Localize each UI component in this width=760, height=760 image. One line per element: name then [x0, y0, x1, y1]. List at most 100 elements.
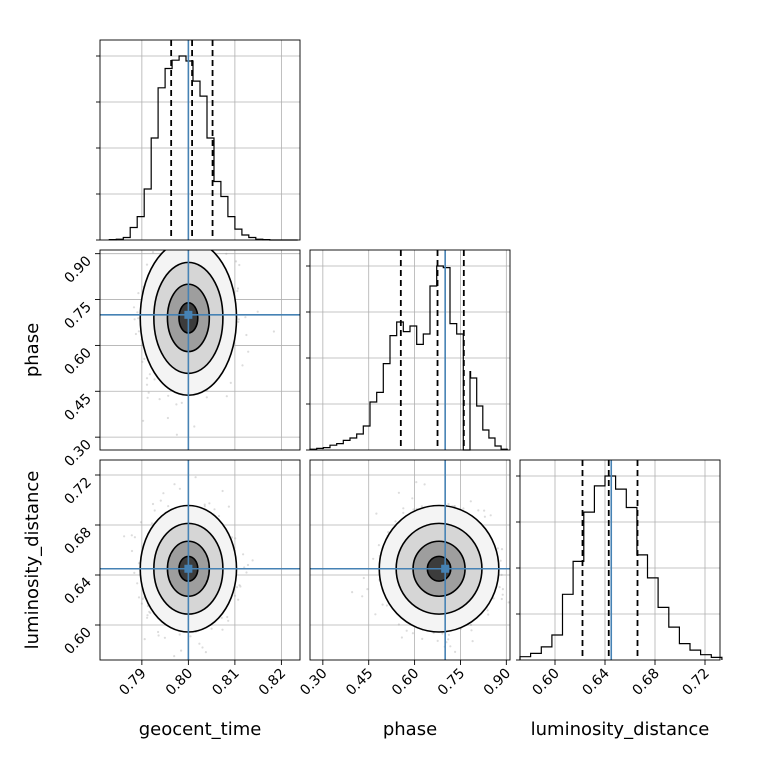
scatter-point	[221, 628, 224, 631]
scatter-point	[447, 502, 450, 506]
scatter-point	[423, 483, 426, 486]
scatter-point	[146, 614, 149, 617]
scatter-point	[251, 559, 254, 562]
scatter-point	[196, 237, 198, 239]
scatter-point	[489, 514, 492, 517]
scatter-point	[441, 632, 444, 635]
scatter-point	[220, 616, 223, 620]
scatter-point	[148, 373, 151, 376]
panel-frame-0-0	[99, 39, 301, 241]
scatter-point	[405, 629, 408, 632]
scatter-point	[362, 576, 365, 580]
x-tick-label-luminosity_distance: 0.60	[529, 666, 562, 699]
panel-frame-2-2	[519, 459, 721, 661]
y-tick-label-phase: 0.30	[61, 437, 94, 470]
scatter-point	[157, 630, 160, 634]
scatter-point	[227, 619, 230, 622]
scatter-point	[462, 507, 465, 510]
x-tick-label-luminosity_distance: 0.72	[679, 666, 712, 699]
scatter-point	[507, 601, 510, 604]
scatter-point	[123, 535, 126, 538]
scatter-point	[183, 243, 185, 245]
scatter-point	[239, 585, 242, 588]
scatter-point	[136, 582, 139, 585]
y-tick-label-luminosity_distance: 0.60	[61, 625, 94, 658]
x-axis-label-luminosity-distance: luminosity_distance	[531, 719, 710, 740]
scatter-point	[193, 425, 196, 428]
scatter-point	[514, 531, 516, 533]
scatter-point	[225, 233, 227, 235]
scatter-point	[247, 350, 250, 353]
scatter-point	[402, 507, 405, 510]
truth-marker	[441, 564, 450, 573]
scatter-point	[178, 243, 180, 245]
panel-frame-2-0	[99, 459, 301, 661]
scatter-point	[237, 598, 240, 601]
scatter-point	[496, 547, 499, 550]
scatter-point	[175, 433, 178, 436]
scatter-point	[237, 318, 240, 321]
scatter-point	[411, 632, 414, 635]
scatter-point	[397, 491, 400, 494]
scatter-point	[189, 244, 191, 246]
scatter-point	[377, 544, 380, 547]
scatter-point	[397, 623, 400, 626]
scatter-point	[140, 602, 143, 605]
scatter-point	[486, 609, 489, 612]
scatter-point	[500, 597, 503, 601]
scatter-point	[203, 505, 206, 508]
scatter-point	[151, 502, 155, 506]
scatter-point	[172, 230, 174, 232]
scatter-point	[145, 377, 149, 380]
scatter-point	[501, 588, 504, 591]
scatter-point	[137, 317, 140, 320]
scatter-point	[130, 534, 133, 537]
x-tick-label-luminosity_distance: 0.68	[629, 666, 662, 699]
scatter-point	[141, 360, 144, 363]
scatter-point	[233, 594, 237, 597]
scatter-point	[182, 174, 184, 176]
scatter-point	[374, 613, 377, 616]
scatter-point	[150, 522, 154, 525]
scatter-point	[166, 241, 168, 243]
scatter-point	[162, 492, 165, 495]
scatter-point	[436, 639, 439, 643]
scatter-point	[394, 520, 397, 523]
scatter-point	[157, 634, 160, 637]
scatter-point	[178, 487, 181, 490]
scatter-point	[234, 260, 238, 263]
scatter-point	[471, 640, 474, 643]
scatter-point	[204, 651, 207, 654]
scatter-point	[198, 642, 201, 645]
scatter-point	[173, 483, 176, 486]
y-tick-label-luminosity_distance: 0.64	[61, 574, 94, 607]
histogram-luminosity_distance	[519, 475, 723, 660]
scatter-point	[202, 232, 204, 234]
y-tick-label-phase: 0.90	[61, 253, 94, 286]
scatter-point	[145, 383, 149, 386]
scatter-point	[210, 627, 213, 630]
scatter-point	[498, 586, 501, 589]
x-tick-label-phase: 0.90	[481, 666, 514, 699]
scatter-point	[387, 531, 390, 534]
scatter-point	[237, 320, 240, 323]
scatter-point	[500, 548, 504, 551]
scatter-point	[203, 503, 206, 506]
scatter-point	[130, 549, 134, 553]
scatter-point	[148, 610, 151, 613]
x-tick-label-geocent_time: 0.79	[116, 666, 149, 699]
scatter-point	[225, 395, 228, 398]
histogram-phase	[309, 265, 508, 451]
x-tick-label-luminosity_distance: 0.64	[579, 665, 612, 698]
y-axis-label-phase: phase	[22, 323, 43, 377]
scatter-point	[487, 613, 490, 616]
scatter-point	[454, 650, 457, 654]
scatter-point	[172, 237, 174, 239]
y-tick-label-phase: 0.45	[61, 391, 94, 424]
scatter-point	[167, 505, 170, 508]
scatter-point	[153, 378, 156, 381]
scatter-point	[375, 512, 378, 515]
scatter-point	[272, 330, 275, 333]
scatter-point	[180, 401, 183, 404]
